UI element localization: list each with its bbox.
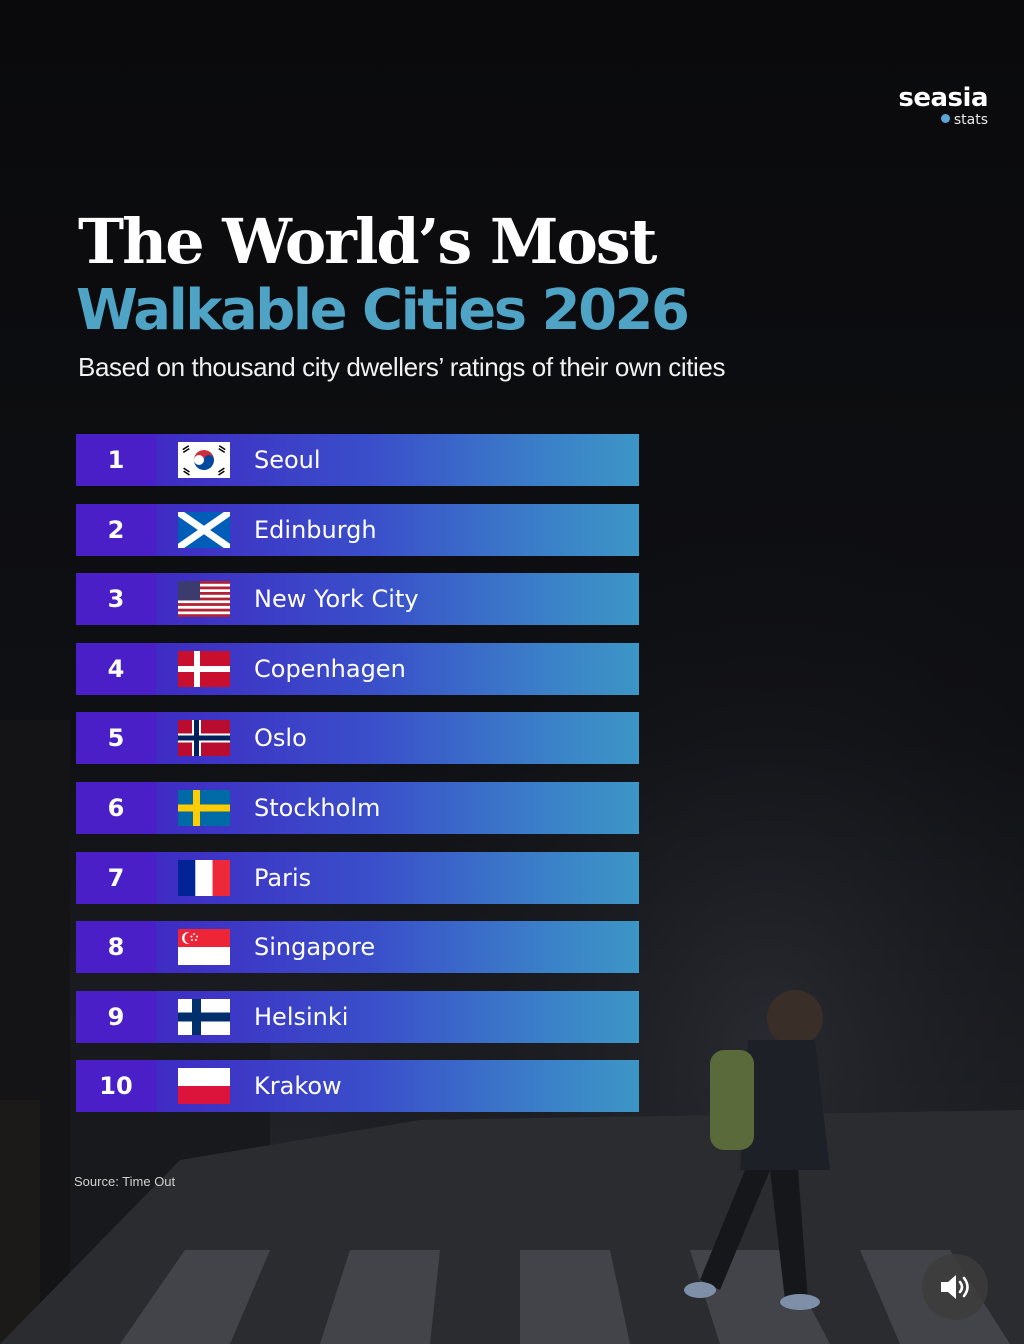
ranking-bar: Seoul <box>156 434 639 486</box>
city-name: Copenhagen <box>254 654 406 683</box>
city-name: New York City <box>254 585 419 614</box>
ranking-row: 8 Singapore <box>76 921 639 974</box>
brand-name: seasia <box>898 83 988 113</box>
subtitle: Based on thousand city dwellers’ ratings… <box>78 352 726 382</box>
ranking-bar: New York City <box>156 573 639 626</box>
ranking-row: 10 Krakow <box>76 1060 639 1113</box>
brand-dot-icon <box>940 114 950 123</box>
ranking-bar: Oslo <box>156 712 639 765</box>
rank-number: 7 <box>76 851 156 904</box>
rank-number: 5 <box>76 712 156 765</box>
ranking-row: 1 Seoul <box>76 434 639 486</box>
rank-number: 10 <box>76 1060 156 1113</box>
city-name: Helsinki <box>254 1002 349 1031</box>
rank-number: 6 <box>76 781 156 834</box>
brand-sub-label: stats <box>953 112 988 128</box>
ranking-row: 4 Copenhagen <box>76 642 639 695</box>
ranking-row: 9 Helsinki <box>76 990 639 1043</box>
norway-flag-icon <box>178 720 230 757</box>
ranking-bar: Edinburgh <box>156 503 639 556</box>
rank-number: 3 <box>76 573 156 626</box>
city-name: Oslo <box>254 724 307 753</box>
singapore-flag-icon <box>178 929 230 966</box>
title-line-1: The World’s Most <box>78 205 657 278</box>
ranking-bar: Stockholm <box>156 781 639 834</box>
ranking-bar: Singapore <box>156 921 639 974</box>
title-line-2: Walkable Cities 2026 <box>76 278 690 343</box>
rank-number: 1 <box>76 434 156 486</box>
city-name: Stockholm <box>254 793 381 822</box>
ranking-bar: Copenhagen <box>156 642 639 695</box>
city-name: Singapore <box>254 933 376 962</box>
poland-flag-icon <box>178 1068 230 1105</box>
city-name: Krakow <box>254 1072 342 1101</box>
denmark-flag-icon <box>178 650 230 687</box>
speaker-icon <box>941 1275 969 1299</box>
brand-sub: stats <box>898 112 988 128</box>
city-name: Edinburgh <box>254 515 377 544</box>
rank-number: 8 <box>76 921 156 974</box>
south-korea-flag-icon <box>178 442 230 478</box>
rank-number: 4 <box>76 642 156 695</box>
ranking-bar: Helsinki <box>156 990 639 1043</box>
brand-logo: seasia stats <box>898 84 988 128</box>
ranking-row: 6 Stockholm <box>76 781 639 834</box>
ranking-bar: Paris <box>156 851 639 904</box>
rankings-list: 1 Seoul 2 Edinburgh <box>76 434 639 1130</box>
finland-flag-icon <box>178 998 230 1035</box>
ranking-row: 3 New York City <box>76 573 639 626</box>
city-name: Seoul <box>254 446 321 474</box>
rank-number: 2 <box>76 503 156 556</box>
ranking-row: 2 Edinburgh <box>76 503 639 556</box>
source-note: Source: Time Out <box>74 1174 176 1189</box>
rank-number: 9 <box>76 990 156 1043</box>
sweden-flag-icon <box>178 789 230 826</box>
ranking-bar: Krakow <box>156 1060 639 1113</box>
france-flag-icon <box>178 859 230 896</box>
ranking-row: 7 Paris <box>76 851 639 904</box>
city-name: Paris <box>254 863 312 892</box>
usa-flag-icon <box>178 581 230 618</box>
scotland-flag-icon <box>178 511 230 548</box>
sound-toggle-button[interactable] <box>922 1254 988 1320</box>
ranking-row: 5 Oslo <box>76 712 639 765</box>
